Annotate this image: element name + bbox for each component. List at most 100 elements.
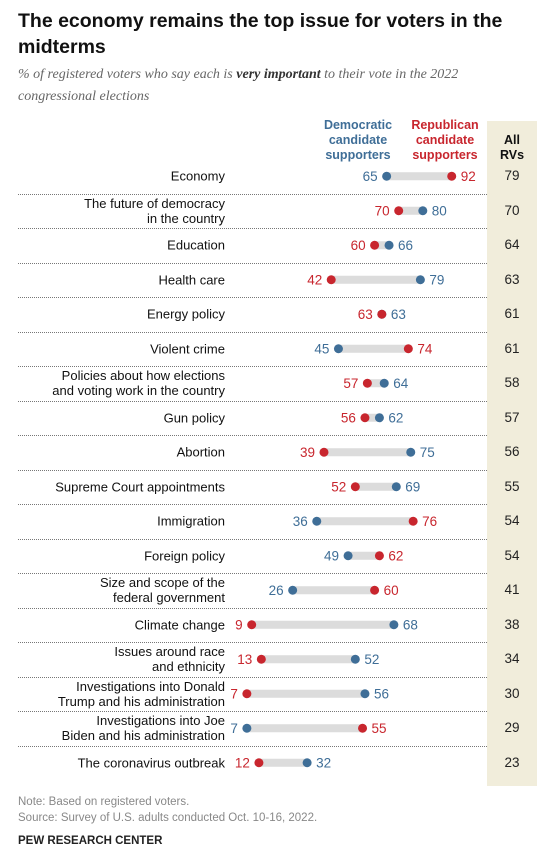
total-value: 63	[504, 271, 520, 287]
dot-democratic	[350, 654, 360, 664]
dot-democratic	[360, 689, 370, 699]
value-label: 64	[393, 376, 409, 391]
category-label: The coronavirus outbreak	[77, 755, 225, 771]
total-value: 58	[504, 375, 520, 391]
dot-democratic	[384, 240, 394, 250]
dot-republican	[447, 171, 457, 181]
subtitle-text: % of registered voters who say each is	[18, 67, 237, 82]
row-separator	[18, 676, 487, 678]
total-column-bg	[487, 121, 537, 786]
note: Source: Survey of U.S. adults conducted …	[18, 812, 318, 824]
subtitle: % of registered voters who say each is v…	[18, 64, 533, 108]
total-value: 70	[504, 202, 520, 218]
value-label: 74	[417, 341, 433, 356]
dot-democratic	[312, 516, 322, 526]
category-label: Violent crime	[150, 341, 225, 357]
category-label: Climate change	[134, 617, 225, 633]
value-label: 92	[461, 169, 476, 184]
category-label: Size and scope of the federal government	[99, 575, 225, 606]
legend-republican: Republican candidate supporters	[411, 118, 479, 162]
dot-democratic	[391, 482, 401, 492]
value-label: 9	[235, 617, 243, 632]
value-label: 79	[429, 272, 444, 287]
dot-republican	[370, 240, 380, 250]
value-label: 52	[364, 652, 379, 667]
total-value: 54	[504, 547, 520, 563]
dot-republican	[403, 344, 413, 354]
row-separator	[18, 228, 487, 229]
row-separator	[18, 262, 487, 264]
dot-democratic	[379, 378, 389, 388]
legend-democratic: Democratic candidate supporters	[323, 118, 393, 162]
dot-republican	[360, 413, 370, 423]
total-value: 54	[504, 513, 520, 529]
category-label: Energy policy	[146, 306, 225, 322]
value-label: 60	[384, 583, 399, 598]
row-separator	[18, 400, 487, 402]
row-separator	[18, 504, 487, 505]
value-label: 55	[372, 721, 387, 736]
row-separator	[18, 538, 487, 540]
dot-republican	[358, 723, 368, 733]
value-label: 60	[351, 238, 366, 253]
category-label: Economy	[170, 168, 225, 184]
source: PEW RESEARCH CENTER	[18, 835, 163, 847]
value-label: 12	[235, 755, 250, 770]
value-label: 42	[307, 272, 322, 287]
row-separator	[18, 745, 487, 747]
dot-democratic	[333, 344, 343, 354]
value-label: 63	[358, 307, 373, 322]
category-label: Supreme Court appointments	[55, 479, 225, 495]
row-separator	[18, 331, 487, 333]
row-separator	[18, 435, 487, 436]
dot-republican	[326, 275, 336, 285]
value-label: 39	[300, 445, 315, 460]
total-value: 61	[504, 340, 520, 356]
row-separator	[18, 469, 487, 471]
dot-republican	[256, 654, 266, 664]
total-value: 55	[504, 478, 520, 494]
row-separator	[18, 573, 487, 574]
value-label: 66	[398, 238, 413, 253]
dot-democratic	[418, 206, 428, 216]
total-value: 23	[504, 754, 520, 770]
subtitle-text: to their vote in the 2022 congressional …	[18, 67, 459, 104]
dot-republican	[374, 551, 384, 561]
dot-republican	[377, 309, 387, 319]
row-separator	[18, 193, 487, 195]
subtitle-emphasis: very important	[236, 67, 321, 82]
value-label: 70	[375, 203, 390, 218]
category-label: Policies about how elections and voting …	[52, 368, 225, 399]
value-label: 57	[343, 376, 358, 391]
total-value: 38	[504, 616, 520, 632]
value-label: 36	[293, 514, 308, 529]
category-label: Health care	[158, 272, 225, 288]
dot-republican	[362, 378, 372, 388]
value-label: 49	[324, 548, 339, 563]
dot-democratic	[389, 620, 399, 630]
row-separator	[18, 642, 487, 643]
value-label: 68	[403, 617, 418, 632]
total-value: 56	[504, 444, 520, 460]
value-label: 7	[230, 686, 238, 701]
total-value: 64	[504, 237, 520, 253]
value-label: 75	[420, 445, 435, 460]
value-label: 45	[314, 341, 329, 356]
value-label: 80	[432, 203, 447, 218]
total-value: 41	[504, 582, 520, 598]
total-value: 30	[504, 685, 520, 701]
dot-democratic	[406, 447, 416, 457]
value-label: 62	[388, 410, 403, 425]
category-label: The future of democracy in the country	[84, 195, 225, 226]
dot-democratic	[242, 723, 252, 733]
row-separator	[18, 711, 487, 712]
total-value: 34	[504, 651, 520, 667]
value-label: 26	[269, 583, 284, 598]
total-header: All RVs	[499, 133, 525, 162]
dot-democratic	[382, 171, 392, 181]
note: Note: Based on registered voters.	[18, 796, 190, 808]
dot-republican	[247, 620, 257, 630]
chart-title: The economy remains the top issue for vo…	[18, 10, 503, 58]
